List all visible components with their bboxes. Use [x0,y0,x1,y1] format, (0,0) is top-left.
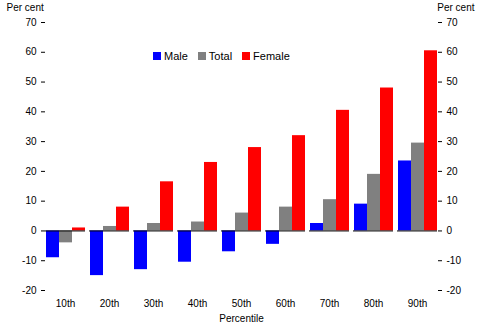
svg-text:0: 0 [31,225,37,236]
svg-text:-20: -20 [447,285,462,296]
svg-text:Per cent: Per cent [437,2,474,13]
svg-text:10: 10 [447,195,459,206]
svg-text:60th: 60th [276,298,295,309]
svg-text:60: 60 [447,46,459,57]
svg-text:40: 40 [447,106,459,117]
svg-text:Percentile: Percentile [219,313,264,324]
svg-text:10th: 10th [56,298,75,309]
svg-text:0: 0 [447,225,453,236]
svg-text:20: 20 [25,166,37,177]
svg-text:50: 50 [447,76,459,87]
svg-text:90th: 90th [408,298,427,309]
svg-text:-10: -10 [447,255,462,266]
html-text:Male: Male [164,50,188,62]
svg-text:20: 20 [447,166,459,177]
svg-text:70: 70 [25,17,37,28]
svg-text:40th: 40th [188,298,207,309]
svg-text:30th: 30th [144,298,163,309]
svg-text:70th: 70th [320,298,339,309]
svg-text:30: 30 [25,136,37,147]
svg-text:80th: 80th [364,298,383,309]
svg-text:50th: 50th [232,298,251,309]
svg-text:-10: -10 [22,255,37,266]
svg-text:60: 60 [25,46,37,57]
html-text:Female: Female [253,50,290,62]
svg-text:50: 50 [25,76,37,87]
html-text:Total: Total [208,50,233,62]
svg-text:70: 70 [447,17,459,28]
svg-text:40: 40 [25,106,37,117]
svg-text:Per cent: Per cent [7,2,44,13]
svg-text:10: 10 [25,195,37,206]
svg-text:-20: -20 [22,285,37,296]
svg-text:20th: 20th [100,298,119,309]
svg-text:30: 30 [447,136,459,147]
